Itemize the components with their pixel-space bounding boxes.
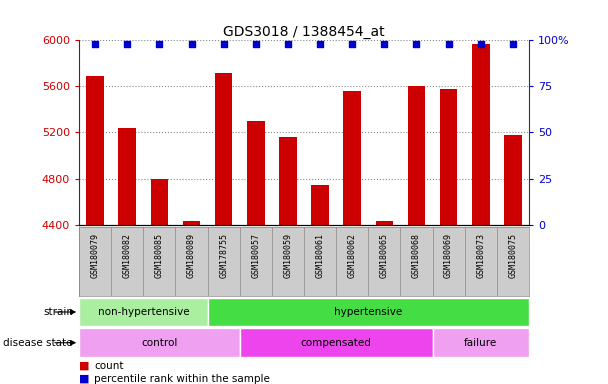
Text: percentile rank within the sample: percentile rank within the sample: [94, 374, 270, 384]
Point: [379, 41, 389, 47]
Bar: [440, 89, 457, 225]
Text: compensated: compensated: [301, 338, 371, 348]
Text: GSM180065: GSM180065: [380, 233, 389, 278]
Title: GDS3018 / 1388454_at: GDS3018 / 1388454_at: [223, 25, 385, 39]
Text: GSM178755: GSM178755: [219, 233, 228, 278]
Bar: [472, 44, 489, 225]
Point: [412, 41, 421, 47]
Text: ■: ■: [79, 374, 89, 384]
Text: ■: ■: [79, 361, 89, 371]
Text: GSM180079: GSM180079: [91, 233, 100, 278]
Bar: [279, 137, 297, 225]
Bar: [151, 179, 168, 225]
Point: [251, 41, 261, 47]
Text: GSM180075: GSM180075: [508, 233, 517, 278]
Text: GSM180068: GSM180068: [412, 233, 421, 278]
Text: hypertensive: hypertensive: [334, 307, 402, 317]
Bar: [215, 73, 232, 225]
Point: [219, 41, 229, 47]
Text: GSM180089: GSM180089: [187, 233, 196, 278]
Text: GSM180073: GSM180073: [476, 233, 485, 278]
Bar: [182, 221, 201, 225]
Text: GSM180057: GSM180057: [251, 233, 260, 278]
Text: count: count: [94, 361, 124, 371]
Text: GSM180062: GSM180062: [348, 233, 357, 278]
Bar: [86, 76, 104, 225]
Point: [315, 41, 325, 47]
Point: [347, 41, 357, 47]
Text: GSM180061: GSM180061: [316, 233, 325, 278]
Bar: [119, 128, 136, 225]
Bar: [376, 221, 393, 225]
Bar: [344, 91, 361, 225]
Bar: [79, 328, 240, 357]
Bar: [311, 185, 329, 225]
Bar: [79, 298, 207, 326]
Text: GSM180082: GSM180082: [123, 233, 132, 278]
Text: failure: failure: [464, 338, 497, 348]
Point: [476, 41, 486, 47]
Point: [444, 41, 454, 47]
Bar: [407, 86, 426, 225]
Text: GSM180059: GSM180059: [283, 233, 292, 278]
Text: non-hypertensive: non-hypertensive: [97, 307, 189, 317]
Point: [90, 41, 100, 47]
Text: control: control: [141, 338, 178, 348]
Point: [508, 41, 518, 47]
Point: [122, 41, 132, 47]
Bar: [432, 328, 529, 357]
Text: disease state: disease state: [4, 338, 73, 348]
Point: [154, 41, 164, 47]
Point: [187, 41, 196, 47]
Text: GSM180085: GSM180085: [155, 233, 164, 278]
Bar: [504, 135, 522, 225]
Text: strain: strain: [43, 307, 73, 317]
Text: GSM180069: GSM180069: [444, 233, 453, 278]
Bar: [247, 121, 264, 225]
Bar: [240, 328, 432, 357]
Point: [283, 41, 293, 47]
Bar: [207, 298, 529, 326]
